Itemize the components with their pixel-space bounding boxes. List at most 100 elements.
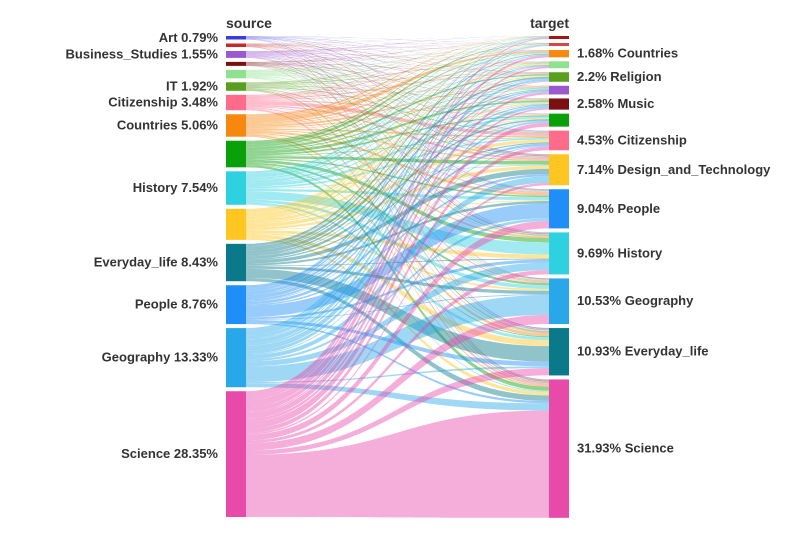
link [246, 320, 549, 367]
link [246, 158, 549, 198]
link [246, 105, 549, 351]
link [246, 46, 549, 280]
link [246, 57, 549, 382]
link [246, 135, 549, 387]
target-node-label: 9.04% People [577, 201, 660, 216]
link [246, 164, 549, 391]
link [246, 87, 549, 151]
link [246, 104, 549, 257]
link [246, 36, 549, 62]
link [246, 36, 549, 44]
link [246, 115, 549, 156]
source-node [226, 114, 246, 137]
link [246, 45, 549, 132]
link [246, 43, 549, 84]
link [246, 43, 549, 72]
link [246, 104, 549, 160]
link [246, 87, 549, 193]
target-node [549, 43, 569, 47]
link [246, 52, 549, 73]
source-node-label: Art 0.79% [159, 30, 219, 45]
source-node-label: Citizenship 3.48% [108, 95, 218, 110]
link [246, 46, 549, 233]
link [246, 43, 549, 145]
source-node-label: Business_Studies 1.55% [66, 46, 219, 61]
link [246, 120, 549, 302]
link [246, 38, 549, 329]
link [246, 89, 549, 256]
link [246, 86, 549, 127]
link [246, 259, 549, 320]
target-node [549, 36, 569, 39]
link [246, 204, 549, 392]
link [246, 36, 549, 73]
link [246, 88, 549, 183]
source-node [226, 328, 246, 388]
link [246, 90, 549, 299]
link [246, 366, 549, 384]
source-node-label: Geography 13.33% [102, 350, 219, 365]
source-node [226, 243, 246, 282]
link [246, 37, 549, 131]
link [246, 134, 549, 337]
link [246, 74, 549, 150]
link [246, 50, 549, 84]
link [246, 43, 549, 175]
link [246, 61, 549, 63]
source-header: source [226, 15, 272, 31]
link [246, 277, 549, 401]
link [246, 118, 549, 224]
link [246, 74, 549, 133]
link [246, 295, 549, 383]
link [246, 410, 549, 518]
link [246, 36, 549, 96]
link [246, 86, 549, 133]
link [246, 174, 549, 306]
target-node [549, 50, 569, 58]
source-node [226, 43, 246, 48]
link [246, 258, 549, 267]
link [246, 199, 549, 290]
target-node [549, 85, 569, 95]
link [246, 38, 549, 190]
link [246, 36, 549, 52]
target-node-label: 10.93% Everyday_life [577, 344, 709, 359]
link [246, 142, 549, 261]
link [246, 237, 549, 396]
link [246, 75, 549, 181]
source-node-label: People 8.76% [135, 297, 219, 312]
link [246, 108, 549, 422]
target-node [549, 72, 569, 82]
link [246, 55, 549, 156]
link [246, 218, 549, 362]
link [246, 133, 549, 284]
link [246, 85, 549, 87]
source-node [226, 140, 246, 168]
link [246, 37, 549, 114]
link [246, 159, 549, 243]
link [246, 36, 549, 83]
target-node-label: 7.14% Design_and_Technology [577, 162, 771, 177]
link [246, 88, 549, 282]
link [246, 119, 549, 259]
link [246, 165, 549, 230]
link [246, 65, 549, 331]
link [246, 200, 549, 231]
link [246, 44, 549, 73]
link [246, 52, 549, 178]
link [246, 37, 549, 289]
link [246, 36, 549, 51]
link [246, 145, 549, 356]
link [246, 75, 549, 192]
link [246, 36, 549, 63]
link [246, 120, 549, 355]
source-node-label: Science 28.35% [121, 446, 218, 461]
link [246, 168, 549, 264]
link [246, 90, 549, 383]
link [246, 107, 549, 237]
link [246, 64, 549, 132]
target-node-label: 4.53% Citizenship [577, 132, 687, 147]
source-node [226, 285, 246, 325]
link [246, 39, 549, 380]
